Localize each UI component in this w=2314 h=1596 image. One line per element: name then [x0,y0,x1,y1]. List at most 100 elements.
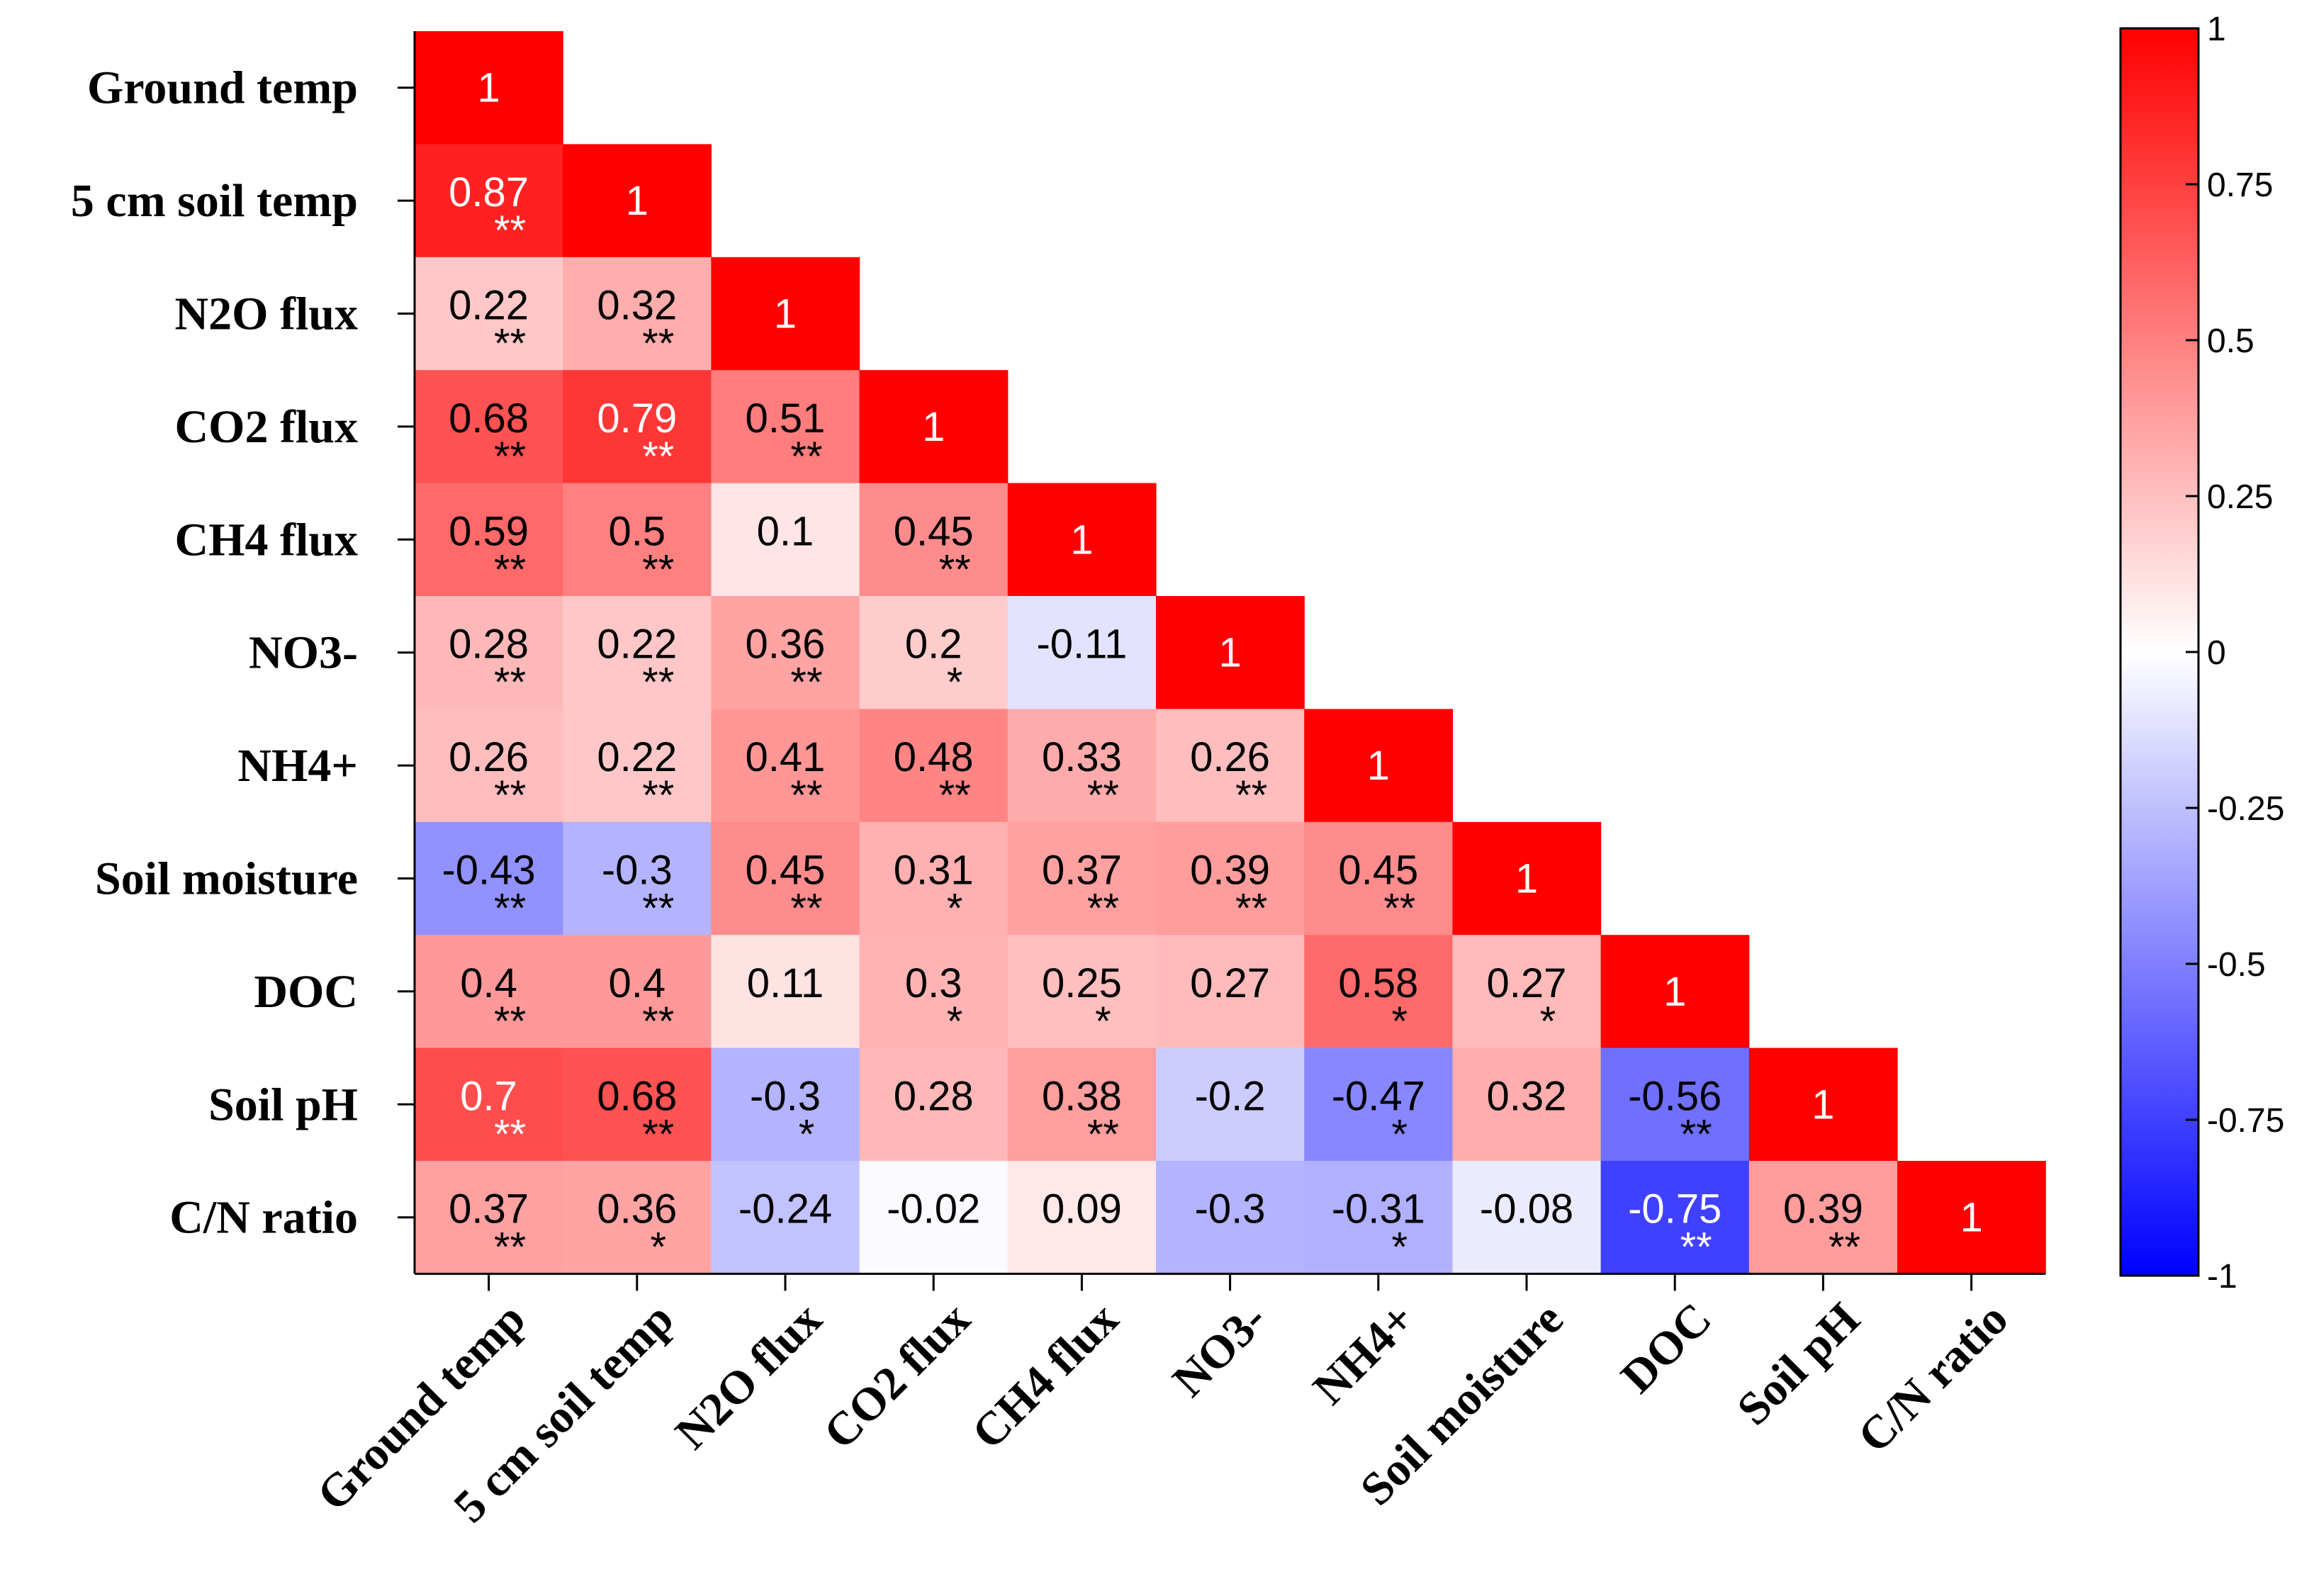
cell-value-label: 1 [1070,517,1093,563]
heatmap-cell [1304,1161,1453,1274]
cell-significance-label: ** [494,1225,526,1271]
cell-value-label: 0.36 [597,1186,677,1232]
heatmap-cell [1007,483,1157,597]
colorbar-tick-label: 0.5 [2207,322,2254,360]
cell-value-label: 0.27 [1487,960,1567,1006]
heatmap-cell [563,821,712,935]
cell-significance-label: ** [1235,886,1267,932]
cell-value-label: 0.2 [905,622,962,668]
cell-value-label: -0.08 [1480,1186,1573,1232]
cell-significance-label: ** [790,886,822,932]
cell-value-label: -0.3 [750,1073,821,1119]
cell-significance-label: ** [494,886,526,932]
cell-value-label: 0.4 [608,960,665,1006]
colorbar-tick-label: -0.75 [2207,1102,2284,1140]
column-label: DOC [1611,1293,1721,1403]
column-label: NO3- [1163,1293,1277,1407]
colorbar: 1 0.75 0.5 0.25 0 -0.25 -0.5 -0.75 -1 [2119,11,2284,1296]
cell-significance-label: ** [494,1111,526,1157]
cell-value-label: 0.25 [1042,960,1122,1006]
cell-value-label: -0.24 [738,1186,832,1232]
heatmap-cell [563,144,712,258]
cell-significance-label: * [1095,999,1111,1045]
heatmap-cell [1452,821,1602,935]
cell-value-label: 1 [922,404,945,450]
cell-significance-label: ** [1087,772,1119,819]
cell-value-label: 0.41 [746,734,826,780]
heatmap-cell [563,370,712,484]
heatmap-cell [415,935,563,1049]
heatmap-cell [1007,1047,1157,1162]
colorbar-gradient [2119,27,2200,1277]
heatmap-cell [1600,1047,1750,1162]
heatmap-cell [859,1161,1009,1274]
heatmap-cell [415,144,563,258]
cell-value-label: -0.47 [1332,1073,1425,1119]
cell-significance-label: ** [494,546,526,592]
heatmap-cell [711,370,860,484]
heatmap-cell [1600,935,1750,1049]
cell-value-label: 0.5 [608,508,665,554]
cell-value-label: 0.59 [449,508,529,554]
cell-value-label: 0.3 [905,960,962,1006]
cell-significance-label: * [1392,1111,1408,1157]
heatmap-cell [1304,821,1453,935]
colorbar-tick-label: 0.25 [2207,478,2273,516]
heatmap-cell [415,821,563,935]
heatmap-cell [1897,1161,2046,1274]
cell-significance-label: * [947,660,963,706]
cell-value-label: 0.39 [1190,848,1270,894]
cell-value-label: 1 [477,65,500,111]
cell-value-label: 0.27 [1190,960,1270,1006]
cell-significance-label: ** [642,886,674,932]
cell-significance-label: ** [1829,1225,1860,1271]
heatmap-cell [563,483,712,597]
heatmap-cell [563,935,712,1049]
cell-significance-label: ** [790,660,822,706]
colorbar-tick-label: -0.25 [2207,790,2284,828]
heatmap-cell [859,596,1009,709]
heatmap-cell [711,709,860,823]
cell-value-label: 0.09 [1042,1186,1122,1232]
heatmap-cell [563,1161,712,1274]
cell-value-label: 0.22 [597,622,677,668]
row-label: Ground temp [87,62,358,114]
cell-significance-label: ** [642,660,674,706]
cell-significance-label: * [799,1111,815,1157]
heatmap-cell [563,1047,712,1162]
heatmap-cell [859,483,1009,597]
heatmap-cell [1156,709,1305,823]
cell-value-label: 0.37 [1042,848,1122,894]
heatmap-cell [1600,1161,1750,1274]
heatmap-cell [415,1161,563,1274]
cell-value-label: 1 [774,291,797,337]
column-label: NH4+ [1303,1293,1425,1415]
heatmap-cell [1007,935,1157,1049]
heatmap-cell [415,31,563,145]
cell-value-label: 0.68 [597,1073,677,1119]
heatmap-cell [711,1161,860,1274]
cell-value-label: 1 [1515,856,1538,902]
cell-value-label: 0.22 [449,283,529,329]
column-label: CH4 flux [962,1293,1128,1459]
heatmap-cell [711,1047,860,1162]
cell-value-label: 0.58 [1338,960,1418,1006]
cell-value-label: -0.2 [1195,1073,1266,1119]
cell-value-label: 0.79 [597,395,677,442]
cell-value-label: 1 [1960,1195,1982,1241]
cell-value-label: 0.26 [449,734,529,780]
column-label: N2O flux [665,1293,831,1459]
cell-significance-label: ** [494,999,526,1045]
cell-significance-label: ** [494,772,526,819]
cell-value-label: 1 [1812,1081,1834,1128]
heatmap-cell [711,257,860,371]
cell-significance-label: ** [642,321,674,367]
cell-significance-label: * [1392,1225,1408,1271]
cell-value-label: 0.33 [1042,734,1122,780]
heatmap-cell [415,1047,563,1162]
heatmap-cell [711,483,860,597]
cell-significance-label: * [1392,999,1408,1045]
row-label: Soil moisture [95,853,358,905]
heatmap-cell [563,596,712,709]
